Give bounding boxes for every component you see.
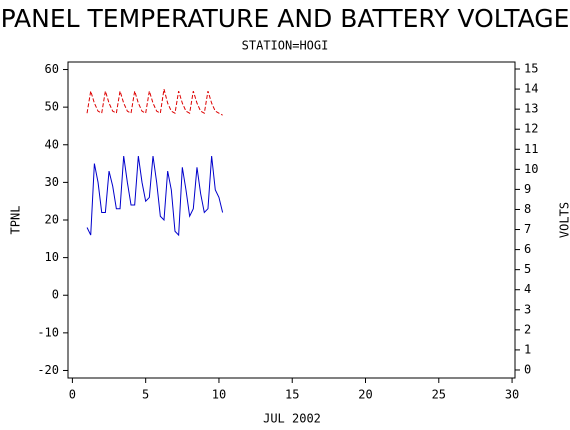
x-axis-label: JUL 2002 bbox=[263, 412, 321, 426]
y2-tick-label: 7 bbox=[524, 222, 531, 236]
y2-tick-label: 6 bbox=[524, 242, 531, 256]
x-tick-label: 0 bbox=[69, 388, 76, 402]
y2-tick-label: 4 bbox=[524, 282, 531, 296]
y-tick-label: -10 bbox=[37, 325, 59, 339]
y-tick-label: 0 bbox=[52, 288, 59, 302]
y-tick-label: 40 bbox=[45, 137, 59, 151]
y-tick-label: 50 bbox=[45, 100, 59, 114]
y2-tick-label: 11 bbox=[524, 142, 538, 156]
y2-tick-label: 10 bbox=[524, 162, 538, 176]
y2-tick-label: 9 bbox=[524, 182, 531, 196]
y-tick-label: 30 bbox=[45, 175, 59, 189]
series-line bbox=[86, 155, 224, 237]
y2-tick-label: 2 bbox=[524, 322, 531, 336]
y2-tick-label: 5 bbox=[524, 262, 531, 276]
y2-tick-label: 14 bbox=[524, 82, 538, 96]
y2-tick-label: 8 bbox=[524, 202, 531, 216]
plot-frame bbox=[67, 61, 516, 379]
series-line bbox=[86, 88, 223, 116]
y2-tick-label: 1 bbox=[524, 342, 531, 356]
x-tick-label: 10 bbox=[212, 388, 226, 402]
y-tick-label: -20 bbox=[37, 363, 59, 377]
y-axis-label: TPNL bbox=[9, 206, 23, 235]
chart-title: PANEL TEMPERATURE AND BATTERY VOLTAGE bbox=[1, 4, 570, 33]
y2-tick-label: 12 bbox=[524, 122, 538, 136]
x-tick-label: 20 bbox=[358, 388, 372, 402]
y2-tick-label: 3 bbox=[524, 302, 531, 316]
y-tick-label: 20 bbox=[45, 213, 59, 227]
y-tick-label: 60 bbox=[45, 62, 59, 76]
x-tick-label: 30 bbox=[505, 388, 519, 402]
x-tick-label: 25 bbox=[432, 388, 446, 402]
y2-tick-label: 13 bbox=[524, 102, 538, 116]
y-tick-label: 10 bbox=[45, 250, 59, 264]
y2-tick-label: 0 bbox=[524, 362, 531, 376]
chart-subtitle: STATION=HOGI bbox=[242, 39, 329, 53]
x-tick-label: 15 bbox=[285, 388, 299, 402]
y2-axis-label: VOLTS bbox=[558, 202, 570, 238]
y2-tick-label: 15 bbox=[524, 62, 538, 76]
x-tick-label: 5 bbox=[142, 388, 149, 402]
